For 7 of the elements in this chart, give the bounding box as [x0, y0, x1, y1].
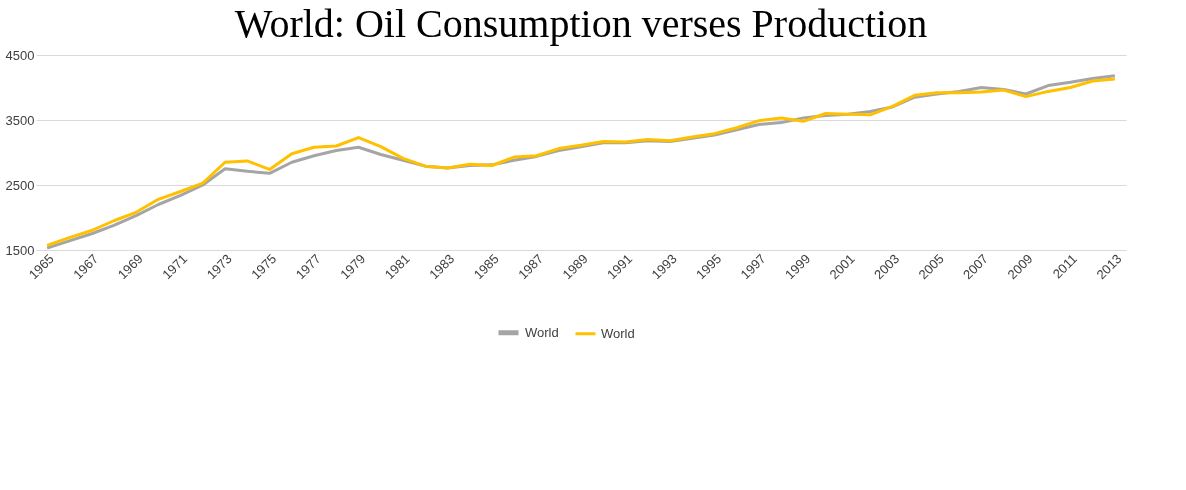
- legend-label: World: [525, 324, 559, 340]
- y-tick-label: 3500: [5, 112, 35, 128]
- chart-title: World: Oil Consumption verses Production: [234, 1, 928, 46]
- y-tick-label: 4500: [5, 47, 35, 63]
- legend-label: World: [601, 325, 635, 341]
- y-tick-label: 1500: [5, 242, 35, 258]
- y-tick-label: 2500: [5, 177, 35, 193]
